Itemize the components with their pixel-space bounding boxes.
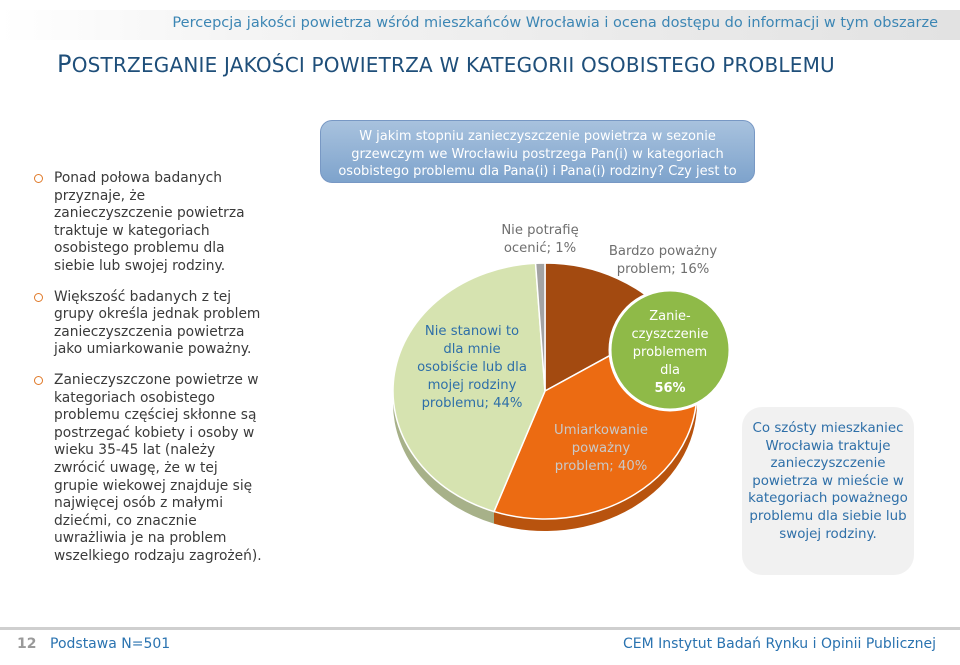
- label-nie-stanowi: Nie stanowi to dla mnie osobiście lub dla m…: [417, 324, 527, 411]
- pie-labels: Nie potrafię ocenić; 1% Bardzo poważny prob…: [417, 223, 717, 474]
- bullet-item: Większość badanych z tej grupy określa j…: [32, 289, 264, 359]
- page-number: 12: [17, 636, 37, 652]
- bullet-text: Zanieczyszczone powietrze w kategoriach …: [54, 371, 262, 564]
- sample-base: Podstawa N=501: [50, 636, 171, 652]
- bullet-list: Ponad połowa badanych przyznaje, że zani…: [32, 170, 264, 578]
- bullet-item: Zanieczyszczone powietrze w kategoriach …: [32, 372, 264, 566]
- title-rest: OSTRZEGANIE JAKOŚCI POWIETRZA W KATEGORI…: [71, 53, 835, 77]
- summary-bubble-text: Zanie-czyszczenie problemem dla 56%: [631, 309, 708, 396]
- label-bardzo-powazny: Bardzo poważny problem; 16%: [609, 244, 717, 277]
- bullet-circle-icon: [34, 174, 43, 183]
- label-umiarkowanie: Umiarkowanie poważny problem; 40%: [554, 423, 648, 474]
- bullet-circle-icon: [34, 375, 43, 385]
- title-initial: P: [57, 50, 72, 78]
- pie-slice-3: [534, 262, 546, 392]
- slide-title: POSTRZEGANIE JAKOŚCI POWIETRZA W KATEGOR…: [57, 50, 835, 78]
- pie-slice-2: [392, 262, 546, 513]
- bullet-item: Ponad połowa badanych przyznaje, że zani…: [32, 170, 264, 276]
- presentation-subtitle: Percepcja jakości powietrza wśród mieszk…: [172, 15, 938, 31]
- summary-bubble: Zanie-czyszczenie problemem dla 56%: [608, 288, 732, 412]
- pie-slices: [392, 262, 698, 531]
- bullet-text: Większość badanych z tej grupy określa j…: [54, 288, 261, 358]
- pie-slice-side-1: [494, 391, 697, 531]
- summary-bubble-circle: [608, 288, 732, 412]
- question-box: W jakim stopniu zanieczyszczenie powietr…: [320, 120, 755, 197]
- bullet-circle-icon: [34, 292, 43, 302]
- pie-slice-side-2: [393, 391, 495, 524]
- organization-name: CEM Instytut Badań Rynku i Opinii Public…: [622, 636, 936, 652]
- header-bar: [0, 10, 960, 40]
- bullet-text: Ponad połowa badanych przyznaje, że zani…: [54, 170, 245, 274]
- label-nie-potrafie: Nie potrafię ocenić; 1%: [501, 223, 578, 256]
- callout-box: Co szósty mieszkaniec Wrocławia traktuje…: [742, 407, 914, 575]
- footer-divider: [0, 627, 960, 630]
